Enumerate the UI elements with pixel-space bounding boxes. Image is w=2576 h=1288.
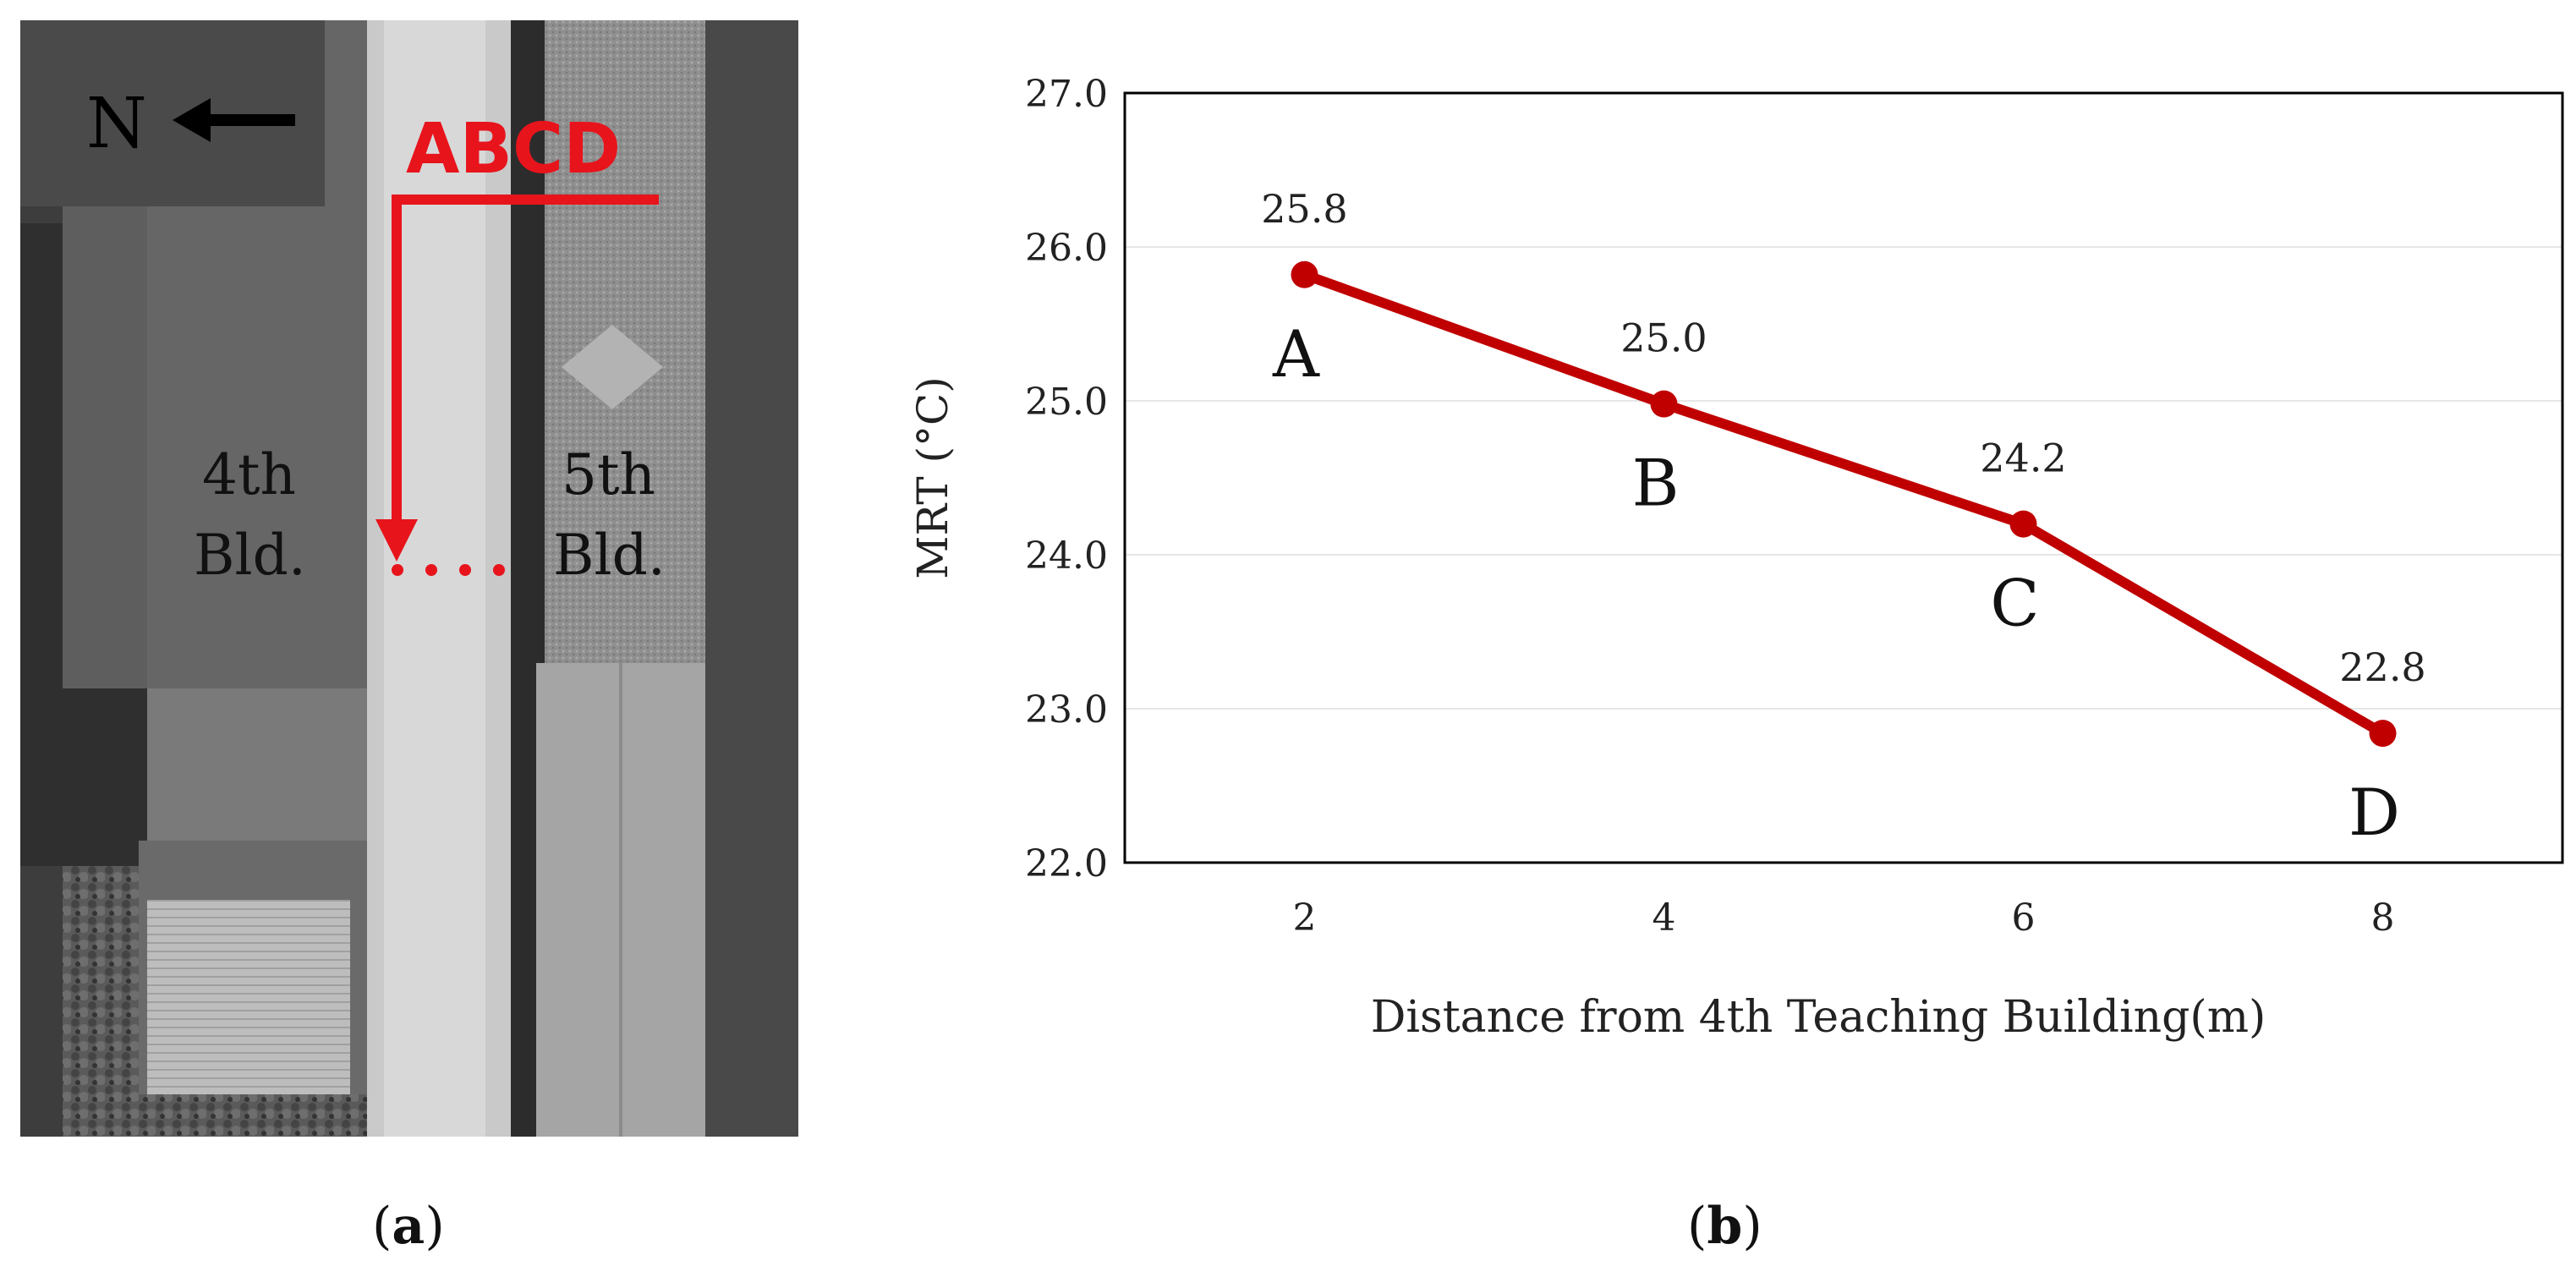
data-label: 25.8 (1261, 186, 1347, 232)
x-tick-labels: 2 4 6 8 (1293, 896, 2395, 940)
y-tick-label: 22.0 (1025, 842, 1108, 885)
aerial-photo: N ABCD 4th Bld. 5th Bld. (20, 20, 798, 1137)
data-label: 24.2 (1980, 436, 2066, 481)
y-tick-label: 27.0 (1025, 73, 1108, 116)
panel-a-caption: (a) (372, 1197, 445, 1256)
points-label: ABCD (406, 109, 621, 189)
mrt-line-chart: 22.0 23.0 24.0 25.0 26.0 27.0 2 4 6 8 25.8 A 25.0 B… (908, 73, 2564, 1043)
north-label: N (86, 84, 147, 164)
north-arrow-icon (173, 98, 295, 142)
building-4th-label-line2: Bld. (194, 523, 306, 588)
x-tick-label: 6 (2012, 896, 2036, 940)
panel-a-letter: a (392, 1197, 425, 1256)
x-tick-label: 4 (1652, 896, 1676, 940)
lower-building-white-roof (147, 900, 350, 1094)
y-tick-label: 24.0 (1025, 534, 1108, 578)
mrt-series-line (1302, 270, 2386, 738)
building-5th-label-line2: Bld. (553, 523, 666, 588)
plot-frame (1123, 91, 2564, 864)
building-4th-label-line1: 4th (202, 442, 296, 507)
data-label: 22.8 (2339, 644, 2425, 690)
point-letter-label: C (1990, 566, 2039, 641)
y-tick-label: 26.0 (1025, 227, 1108, 270)
y-tick-label: 25.0 (1025, 381, 1108, 424)
series-line (1302, 270, 2386, 738)
data-point-C (2009, 510, 2037, 538)
north-box (20, 20, 325, 206)
y-axis-label: MRT (°C) (908, 376, 957, 578)
point-letter-label: B (1632, 446, 1680, 521)
panel-b-caption: (b) (1687, 1197, 1762, 1256)
data-point-A (1291, 260, 1318, 288)
building-4th-bottom (147, 688, 375, 841)
data-point-B (1650, 390, 1678, 418)
building-5th-label-line1: 5th (562, 442, 655, 507)
data-label: 25.0 (1620, 315, 1707, 361)
point-letter-label: A (1272, 316, 1320, 392)
x-tick-label: 8 (2371, 896, 2395, 940)
point-letter-label: D (2349, 775, 2400, 850)
data-point-D (2369, 720, 2397, 748)
transect-points-dots (392, 564, 505, 576)
transect-arrow-icon (375, 195, 659, 562)
y-tick-labels: 22.0 23.0 24.0 25.0 26.0 27.0 (1025, 73, 1108, 885)
y-tick-label: 23.0 (1025, 688, 1108, 732)
x-tick-label: 2 (1293, 896, 1317, 940)
panel-b-letter: b (1707, 1197, 1743, 1256)
far-right-strip (705, 20, 798, 1137)
series-markers (1291, 260, 2397, 748)
data-labels: 25.8 A 25.0 B 24.2 C 22.8 D (1261, 186, 2425, 850)
roof-gable (562, 325, 663, 409)
x-axis-label: Distance from 4th Teaching Building(m) (1371, 992, 2266, 1043)
